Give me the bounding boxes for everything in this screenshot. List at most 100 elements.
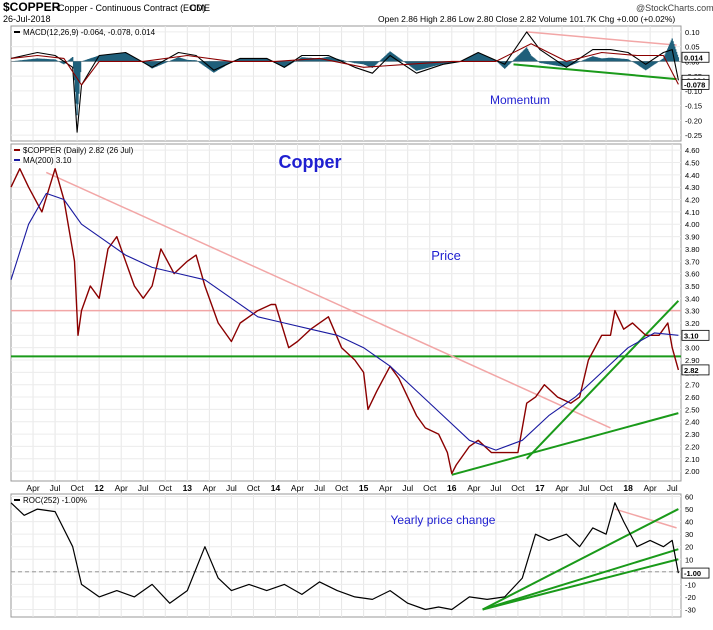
x-tick-label: Oct xyxy=(247,483,261,493)
x-tick-label: Oct xyxy=(335,483,349,493)
price-legend: $COPPER (Daily) 2.82 (26 Jul) xyxy=(23,146,134,155)
price-y-tick-label: 3.50 xyxy=(685,282,700,291)
trendline-green xyxy=(482,508,679,611)
price-y-tick-label: 2.00 xyxy=(685,467,700,476)
trendline-pink xyxy=(614,508,677,529)
x-tick-label: Jul xyxy=(50,483,61,493)
price-y-tick-label: 4.30 xyxy=(685,183,700,192)
x-tick-label: Jul xyxy=(402,483,413,493)
price-y-tick-label: 3.60 xyxy=(685,270,700,279)
roc-annotation: Yearly price change xyxy=(391,513,496,527)
x-tick-label: 15 xyxy=(359,483,369,493)
price-last-value: 3.10 xyxy=(684,331,699,340)
price-last-value: 2.82 xyxy=(684,366,699,375)
description-label: Copper - Continuous Contract (EOD) xyxy=(58,3,206,13)
symbol-label: $COPPER xyxy=(3,0,61,14)
x-tick-label: Apr xyxy=(555,483,568,493)
momentum-y-tick-label: -0.15 xyxy=(685,102,702,111)
momentum-series-line-0 xyxy=(10,31,679,133)
x-tick-label: Apr xyxy=(291,483,304,493)
momentum-last-value: 0.014 xyxy=(684,53,704,62)
x-tick-label: 17 xyxy=(535,483,545,493)
x-tick-label: Apr xyxy=(115,483,128,493)
price-last-value-box xyxy=(681,329,710,341)
price-y-tick-label: 2.40 xyxy=(685,418,700,427)
x-tick-label: Oct xyxy=(599,483,613,493)
x-tick-label: Jul xyxy=(490,483,501,493)
momentum-series-line-1 xyxy=(10,43,679,86)
roc-panel-frame xyxy=(10,493,682,618)
exchange-label: CME xyxy=(190,3,210,13)
x-tick-label: 13 xyxy=(183,483,193,493)
momentum-legend: MACD(12,26,9) -0.064, -0.078, 0.014 xyxy=(23,28,156,37)
price-y-tick-label: 3.00 xyxy=(685,344,700,353)
price-y-tick-label: 3.90 xyxy=(685,233,700,242)
roc-y-tick-label: -10 xyxy=(685,580,696,589)
price-y-tick-label: 2.60 xyxy=(685,393,700,402)
trendline-green xyxy=(526,300,680,460)
x-axis-band xyxy=(11,481,681,494)
price-last-value-box xyxy=(681,364,710,376)
x-tick-label: Apr xyxy=(379,483,392,493)
price-y-tick-label: 3.20 xyxy=(685,319,700,328)
roc-y-tick-label: 60 xyxy=(685,493,693,502)
price-y-tick-label: 3.40 xyxy=(685,294,700,303)
x-tick-label: 18 xyxy=(623,483,633,493)
x-tick-label: Oct xyxy=(71,483,85,493)
trendline-pink xyxy=(45,171,611,429)
price-y-tick-label: 2.50 xyxy=(685,405,700,414)
roc-y-tick-label: -30 xyxy=(685,605,696,614)
x-tick-label: Jul xyxy=(138,483,149,493)
momentum-last-value: -0.078 xyxy=(684,80,705,89)
momentum-y-tick-label: -0.20 xyxy=(685,116,702,125)
x-tick-label: Jul xyxy=(579,483,590,493)
price-y-tick-label: 4.20 xyxy=(685,196,700,205)
price-y-tick-label: 2.20 xyxy=(685,442,700,451)
price-y-tick-label: 4.40 xyxy=(685,171,700,180)
trendline-green xyxy=(482,558,679,611)
x-tick-label: Apr xyxy=(644,483,657,493)
roc-y-tick-label: -20 xyxy=(685,593,696,602)
price-series-line-1 xyxy=(10,192,679,451)
x-tick-label: 12 xyxy=(94,483,104,493)
roc-last-value: -1.00 xyxy=(684,569,701,578)
price-legend: MA(200) 3.10 xyxy=(23,156,72,165)
chart-title: Copper xyxy=(279,152,342,172)
trendline-green xyxy=(482,548,679,611)
momentum-y-tick-label: -0.10 xyxy=(685,87,702,96)
x-tick-label: Oct xyxy=(423,483,437,493)
price-y-tick-label: 3.80 xyxy=(685,245,700,254)
watermark: @StockCharts.com xyxy=(636,3,713,13)
roc-last-value-box xyxy=(681,567,710,579)
momentum-panel-frame xyxy=(10,25,682,142)
price-y-tick-label: 3.30 xyxy=(685,307,700,316)
roc-y-tick-label: 50 xyxy=(685,505,693,514)
price-y-tick-label: 2.10 xyxy=(685,455,700,464)
x-tick-label: Oct xyxy=(159,483,173,493)
price-y-tick-label: 4.50 xyxy=(685,159,700,168)
price-y-tick-label: 4.00 xyxy=(685,220,700,229)
momentum-y-tick-label: 0.05 xyxy=(685,43,700,52)
trendline-green xyxy=(513,63,677,81)
price-y-tick-label: 2.70 xyxy=(685,381,700,390)
trendline-pink xyxy=(526,31,677,46)
price-y-tick-label: 4.60 xyxy=(685,146,700,155)
x-tick-label: Apr xyxy=(203,483,216,493)
ohlc-label: Open 2.86 High 2.86 Low 2.80 Close 2.82 … xyxy=(378,14,675,24)
price-y-tick-label: 2.90 xyxy=(685,356,700,365)
price-annotation: Price xyxy=(431,248,461,263)
roc-y-tick-label: 40 xyxy=(685,518,693,527)
trendline-green xyxy=(451,412,679,476)
momentum-y-tick-label: 0.10 xyxy=(685,28,700,37)
date-label: 26-Jul-2018 xyxy=(3,14,51,24)
momentum-y-tick-label: -0.25 xyxy=(685,131,702,140)
x-tick-label: Jul xyxy=(314,483,325,493)
x-tick-label: Apr xyxy=(467,483,480,493)
x-tick-label: Apr xyxy=(26,483,39,493)
x-tick-label: Jul xyxy=(667,483,678,493)
roc-legend: ROC(252) -1.00% xyxy=(23,496,87,505)
momentum-last-value-box xyxy=(681,51,710,63)
price-series-line-0 xyxy=(10,168,680,475)
roc-y-tick-label: 30 xyxy=(685,530,693,539)
